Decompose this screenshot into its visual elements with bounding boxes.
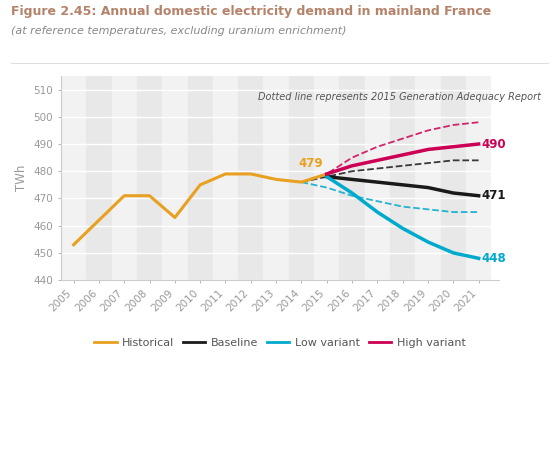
Bar bbox=[187, 76, 213, 280]
Bar bbox=[213, 76, 238, 280]
Text: 479: 479 bbox=[299, 157, 323, 170]
Legend: Historical, Baseline, Low variant, High variant: Historical, Baseline, Low variant, High … bbox=[90, 333, 470, 352]
Text: 471: 471 bbox=[481, 189, 506, 202]
Bar bbox=[61, 76, 86, 280]
Bar bbox=[86, 76, 112, 280]
Bar bbox=[162, 76, 187, 280]
Text: (at reference temperatures, excluding uranium enrichment): (at reference temperatures, excluding ur… bbox=[11, 26, 347, 36]
Bar bbox=[289, 76, 314, 280]
Text: 490: 490 bbox=[481, 137, 506, 151]
Y-axis label: TWh: TWh bbox=[15, 165, 28, 191]
Bar bbox=[112, 76, 137, 280]
Bar bbox=[364, 76, 390, 280]
Text: Dotted line represents 2015 Generation Adequacy Report: Dotted line represents 2015 Generation A… bbox=[258, 92, 542, 102]
Text: Figure 2.45: Annual domestic electricity demand in mainland France: Figure 2.45: Annual domestic electricity… bbox=[11, 5, 491, 18]
Bar bbox=[238, 76, 263, 280]
Text: 448: 448 bbox=[481, 252, 506, 265]
Bar bbox=[263, 76, 289, 280]
Bar bbox=[339, 76, 364, 280]
Bar bbox=[440, 76, 466, 280]
Bar bbox=[466, 76, 491, 280]
Bar bbox=[491, 76, 517, 280]
Bar bbox=[415, 76, 440, 280]
Bar bbox=[137, 76, 162, 280]
Bar bbox=[390, 76, 415, 280]
Bar bbox=[314, 76, 339, 280]
